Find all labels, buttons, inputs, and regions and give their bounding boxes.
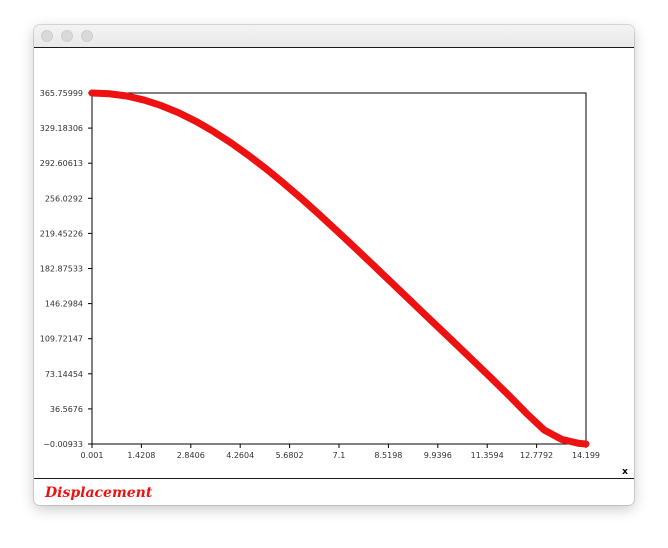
y-tick-label: 109.72147 xyxy=(40,335,83,344)
x-tick-label: 5.6802 xyxy=(276,451,304,460)
zoom-window-icon[interactable] xyxy=(81,30,93,42)
y-tick-label: 365.75999 xyxy=(40,89,83,98)
y-axis: −0.00933 36.5676 73.14454 109.72147 146.2984… xyxy=(40,89,92,449)
caption-divider xyxy=(34,478,634,479)
x-axis: 0.001 1.4208 2.8406 4.2604 5.6802 7.1 8.5198 9.… xyxy=(81,444,600,460)
x-tick-label: 7.1 xyxy=(333,451,346,460)
x-tick-label: 0.001 xyxy=(81,451,104,460)
y-tick-label: 36.5676 xyxy=(50,405,83,414)
y-tick-label: 146.2984 xyxy=(45,300,83,309)
plot-frame xyxy=(91,92,587,445)
y-tick-label: 73.14454 xyxy=(45,370,83,379)
y-tick-label: 182.87533 xyxy=(40,265,83,274)
x-tick-label: 11.3594 xyxy=(471,451,504,460)
x-tick-label: 4.2604 xyxy=(226,451,254,460)
close-window-icon[interactable] xyxy=(41,30,53,42)
chart-caption: Displacement xyxy=(45,485,153,501)
y-tick-label: 292.60613 xyxy=(40,159,83,168)
y-tick-label: −0.00933 xyxy=(43,440,83,449)
x-tick-label: 8.5198 xyxy=(374,451,402,460)
x-tick-label: 12.7792 xyxy=(520,451,553,460)
series-line xyxy=(88,89,590,448)
y-tick-label: 219.45226 xyxy=(40,229,83,238)
displacement-chart: −0.00933 36.5676 73.14454 109.72147 146.2984… xyxy=(40,89,628,477)
x-tick-label: 2.8406 xyxy=(177,451,205,460)
x-tick-label: 9.9396 xyxy=(424,451,452,460)
y-tick-label: 329.18306 xyxy=(40,124,83,133)
x-tick-label: 1.4208 xyxy=(127,451,155,460)
y-tick-label: 256.0292 xyxy=(45,194,83,203)
minimize-window-icon[interactable] xyxy=(61,30,73,42)
x-tick-label: 14.199 xyxy=(572,451,600,460)
chart-window: −0.00933 36.5676 73.14454 109.72147 146.2984… xyxy=(34,25,634,505)
window-titlebar xyxy=(34,25,634,48)
x-axis-label: x xyxy=(622,467,628,477)
plot-area: −0.00933 36.5676 73.14454 109.72147 146.2984… xyxy=(34,48,634,478)
